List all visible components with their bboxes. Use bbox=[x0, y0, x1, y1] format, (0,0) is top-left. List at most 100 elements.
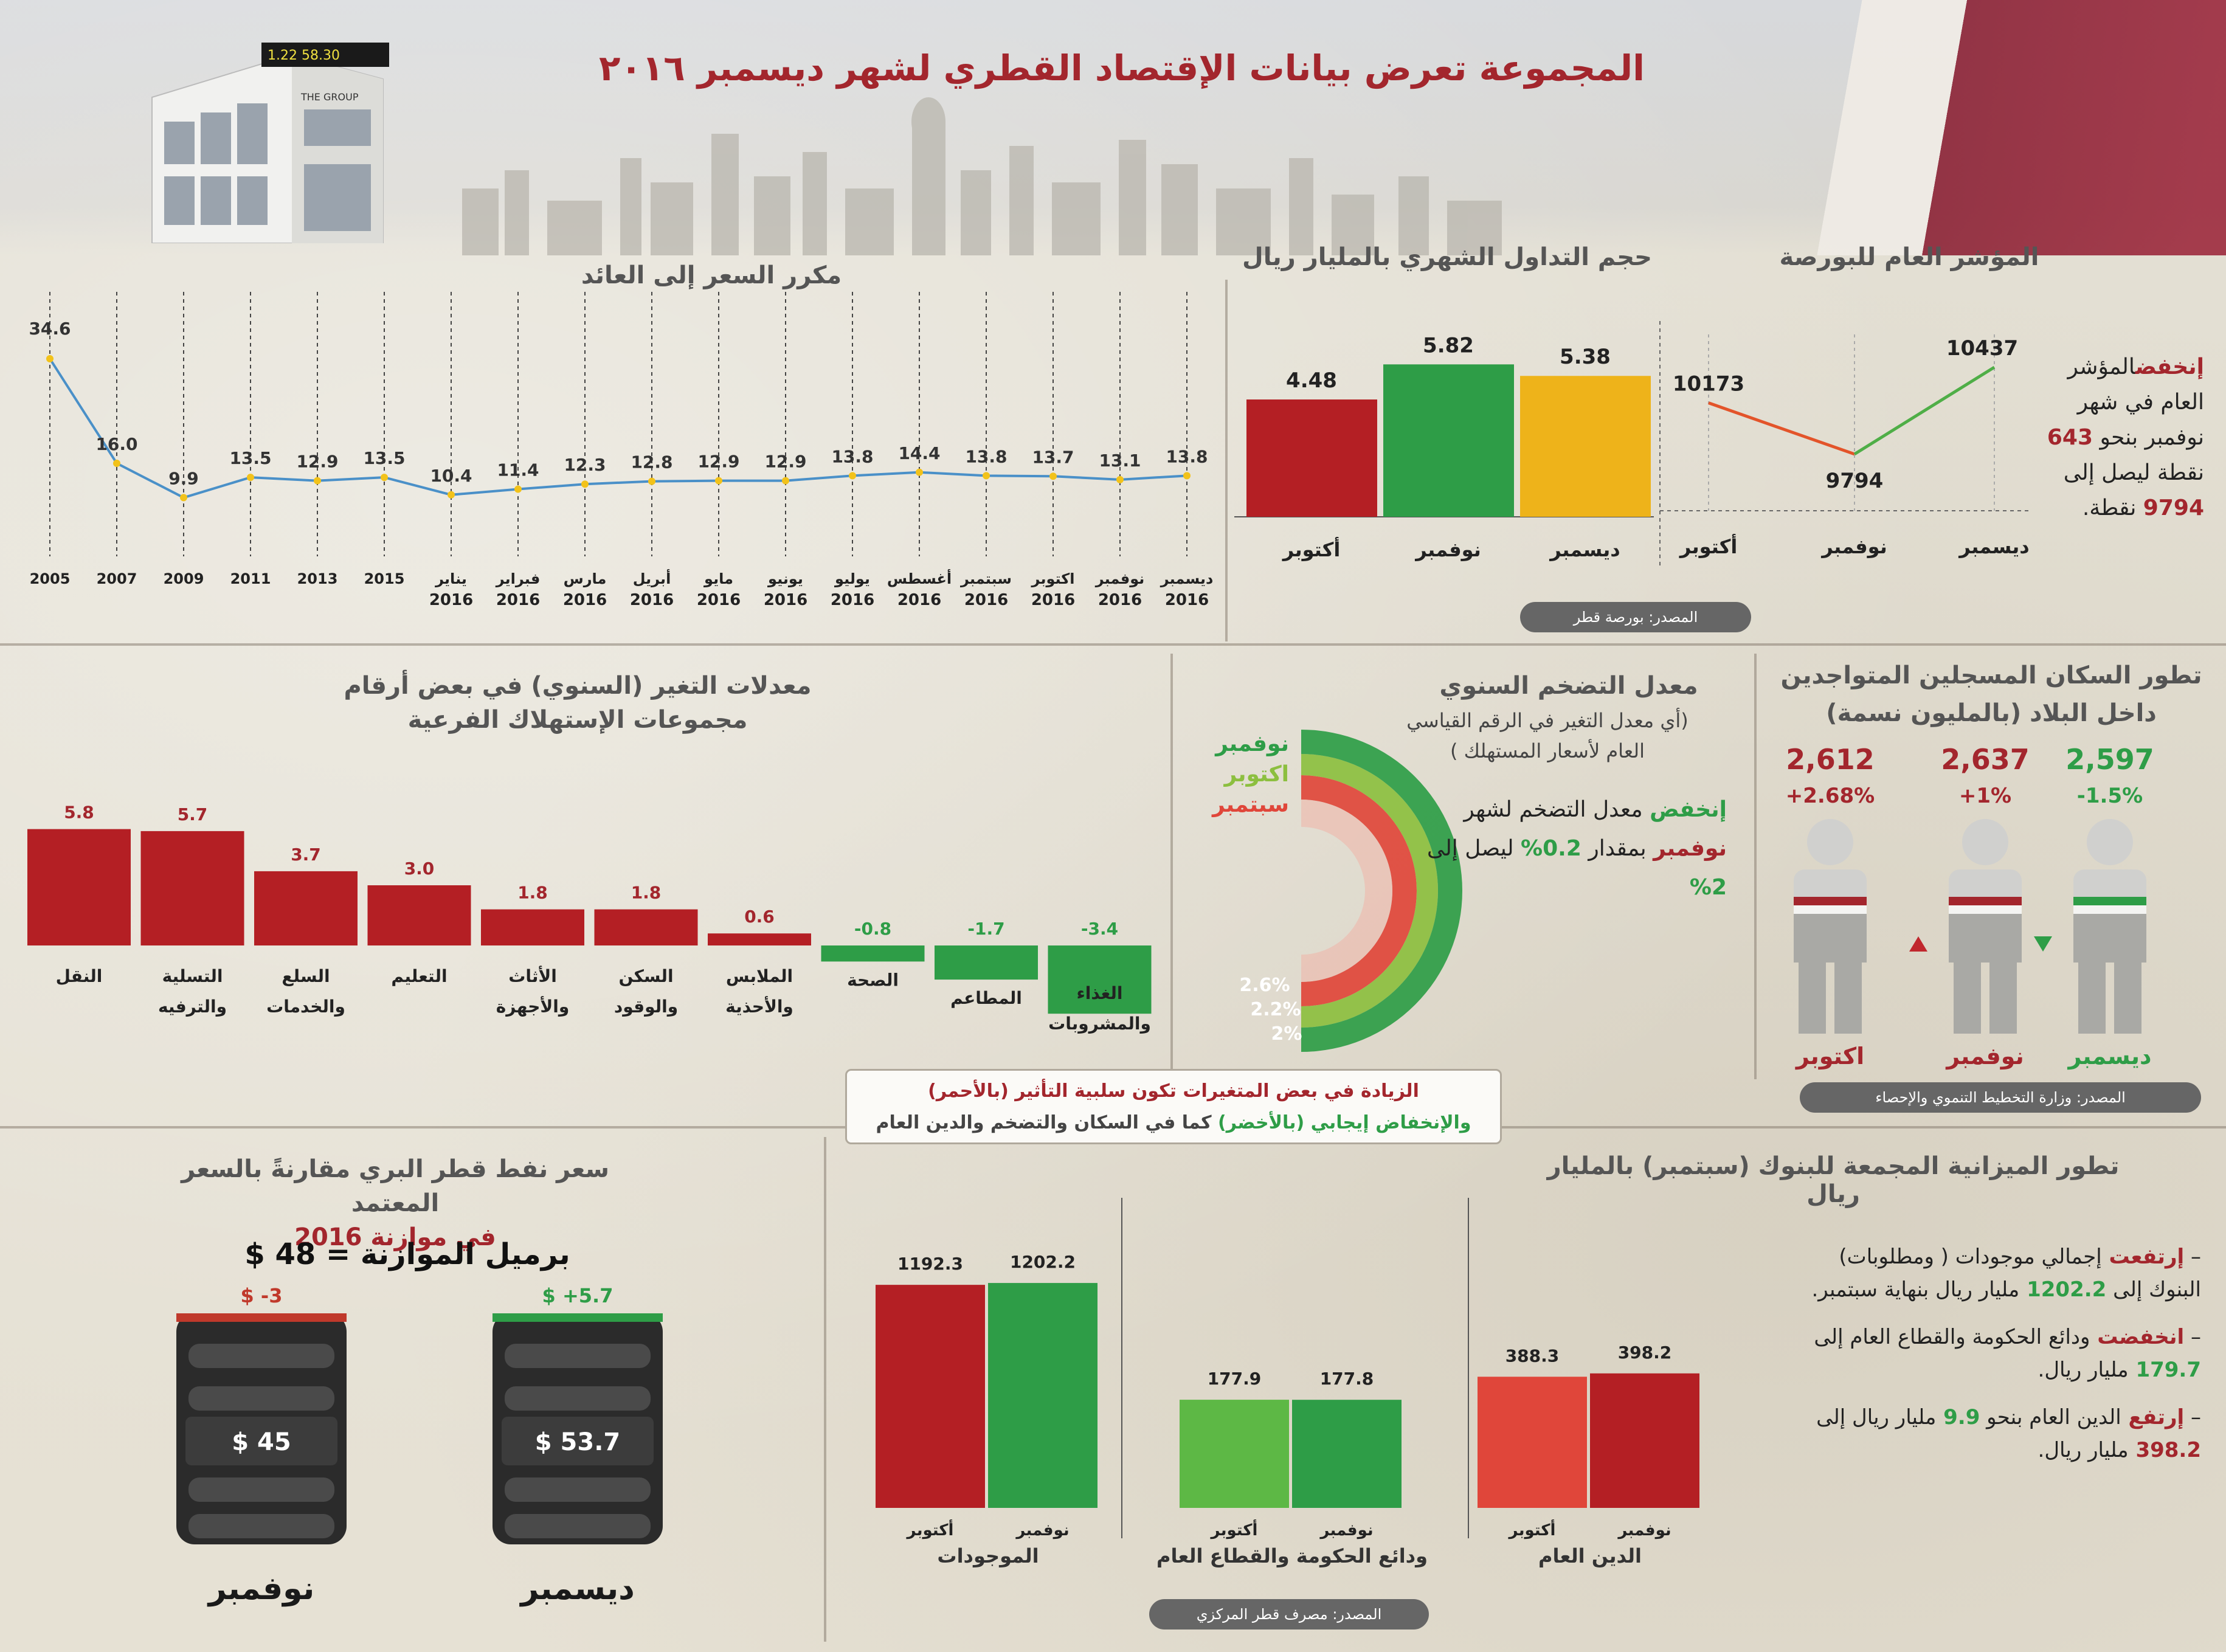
pe-x-label: 2015 bbox=[364, 570, 405, 587]
consumption-category-label: والترفيه bbox=[158, 997, 227, 1017]
inflation-rings-chart: نوفمبر اكتوبر سبتمبر 2.6% 2.2% 2% bbox=[1211, 730, 1462, 1052]
pe-x-year: 2016 bbox=[697, 591, 741, 609]
person-icon bbox=[2073, 819, 2146, 1034]
pe-point bbox=[782, 477, 789, 485]
consumption-value-label: 5.7 bbox=[178, 804, 208, 824]
banks-description: – إرتفعت إجمالي موجودات ( ومطلوبات) البن… bbox=[1788, 1240, 2201, 1481]
pe-value-label: 34.6 bbox=[29, 319, 71, 339]
population-value: 2,597 bbox=[2065, 743, 2154, 776]
consumption-bar bbox=[481, 909, 584, 945]
pe-x-label: مايو bbox=[703, 570, 733, 587]
consumption-value-label: 3.7 bbox=[291, 845, 321, 865]
inflation-description: إنخفض معدل التضخم لشهر نوفمبر بمقدار 0.2… bbox=[1426, 797, 1727, 900]
index-line-down bbox=[1708, 401, 1855, 456]
qatar-flag-image bbox=[1763, 0, 2226, 255]
banks-category-label: أكتوبر bbox=[906, 1519, 954, 1540]
consumption-bar bbox=[254, 871, 358, 945]
pe-point bbox=[715, 477, 722, 485]
consumption-category-label: والأجهزة bbox=[496, 996, 569, 1017]
trading-bar bbox=[1383, 364, 1514, 517]
pe-value-label: 13.7 bbox=[1032, 447, 1074, 467]
trading-volume-title: حجم التداول الشهري بالمليار ريال bbox=[1242, 243, 1652, 271]
population-chart: 2,597 -1.5% ديسمبر 2,637 +1% نوفمبر 2,612 +2.68… bbox=[1786, 743, 2154, 1070]
population-source: المصدر: وزارة التخطيط التنموي والإحصاء bbox=[1800, 1082, 2201, 1113]
person-icon bbox=[1794, 819, 1867, 1034]
pe-value-label: 10.4 bbox=[430, 466, 472, 486]
consumption-value-label: -0.8 bbox=[854, 919, 891, 939]
banks-group-label: الدين العام bbox=[1538, 1544, 1642, 1567]
pe-point bbox=[381, 474, 388, 482]
banks-bar bbox=[1180, 1400, 1289, 1508]
trading-category-label: أكتوبر bbox=[1282, 537, 1341, 561]
banks-value-label: 177.9 bbox=[1208, 1369, 1262, 1389]
divider bbox=[0, 643, 2226, 646]
banks-title: تطور الميزانية المجمعة للبنوك (سبتمبر) ب… bbox=[1547, 1152, 2120, 1208]
divider bbox=[1754, 654, 1757, 1079]
trading-category-label: نوفمبر bbox=[1414, 538, 1481, 561]
consumption-category-label: الأثاث bbox=[508, 966, 557, 986]
pe-x-year: 2016 bbox=[764, 591, 807, 609]
oil-barrels: $ 53.7 $ +5.7 ديسمبر $ 45 $ -3 نوفمبر bbox=[176, 1284, 663, 1607]
index-value-label: 10437 bbox=[1946, 336, 2018, 361]
pe-value-label: 13.5 bbox=[229, 448, 271, 468]
pe-x-label: أغسطس bbox=[887, 569, 952, 587]
banks-group-label: ودائع الحكومة والقطاع العام bbox=[1156, 1544, 1428, 1567]
consumption-category-label: الغذاء bbox=[1076, 983, 1122, 1003]
banks-group-label: الموجودات bbox=[937, 1544, 1039, 1567]
banks-bar bbox=[988, 1283, 1097, 1508]
pe-x-label: ديسمبر bbox=[1160, 570, 1214, 587]
banks-value-label: 388.3 bbox=[1505, 1346, 1560, 1366]
banks-value-label: 1192.3 bbox=[897, 1254, 963, 1274]
population-change: +2.68% bbox=[1786, 784, 1875, 808]
pe-x-label: فبراير bbox=[496, 570, 541, 587]
index-chart: 10173 أكتوبر 9794 نوفمبر 10437 ديسمبر bbox=[1659, 321, 2031, 565]
consumption-category-label: والخدمات bbox=[266, 997, 345, 1017]
oil-diff: $ -3 bbox=[241, 1284, 283, 1307]
consumption-bar bbox=[594, 909, 698, 945]
oil-price: $ 45 bbox=[232, 1428, 291, 1456]
oil-title: سعر نفط قطر البري مقارنةً بالسعر المعتمد… bbox=[181, 1155, 609, 1251]
pe-point bbox=[314, 477, 321, 485]
banks-value-label: 1202.2 bbox=[1010, 1252, 1076, 1272]
pe-point bbox=[247, 474, 254, 482]
pe-ratio-title: مكرر السعر إلى العائد bbox=[581, 261, 842, 289]
pe-x-year: 2016 bbox=[563, 591, 607, 609]
trading-bar bbox=[1520, 376, 1651, 517]
pe-x-year: 2016 bbox=[1165, 591, 1209, 609]
pe-x-label: 2011 bbox=[230, 570, 271, 587]
inflation-value-label: 2.2% bbox=[1250, 999, 1301, 1020]
index-category-label: ديسمبر bbox=[1958, 535, 2029, 558]
pe-x-label: 2013 bbox=[297, 570, 338, 587]
population-month: ديسمبر bbox=[2067, 1043, 2151, 1070]
consumption-value-label: 1.8 bbox=[517, 883, 548, 903]
inflation-title: معدل التضخم السنوي bbox=[1439, 672, 1698, 700]
pe-value-label: 12.8 bbox=[631, 452, 672, 472]
trading-bar bbox=[1246, 399, 1377, 517]
pe-value-label: 13.8 bbox=[1166, 446, 1208, 466]
consumption-value-label: 3.0 bbox=[404, 859, 435, 879]
banks-category-label: نوفمبر bbox=[1617, 1521, 1671, 1540]
pe-point bbox=[983, 472, 990, 480]
consumption-bar bbox=[1048, 945, 1152, 1014]
pe-x-label: 2005 bbox=[30, 570, 71, 587]
trading-category-label: ديسمبر bbox=[1549, 538, 1620, 561]
pe-value-label: 12.3 bbox=[564, 455, 606, 475]
consumption-bar bbox=[821, 945, 925, 962]
pe-x-label: مارس bbox=[564, 570, 607, 587]
building-sign: THE GROUP bbox=[300, 91, 359, 103]
pe-value-label: 12.9 bbox=[697, 452, 739, 472]
down-arrow-icon bbox=[2034, 936, 2052, 952]
pe-value-label: 12.9 bbox=[764, 452, 806, 472]
inflation-ring bbox=[1301, 754, 1438, 1028]
pe-value-label: 13.8 bbox=[965, 446, 1007, 466]
pe-x-label: يناير bbox=[435, 570, 467, 587]
inflation-value-label: 2% bbox=[1271, 1023, 1302, 1045]
banks-bar bbox=[1590, 1373, 1699, 1508]
inflation-value-label: 2.6% bbox=[1239, 975, 1290, 996]
index-category-label: أكتوبر bbox=[1679, 534, 1738, 558]
pe-point bbox=[113, 460, 120, 467]
index-description: إنخفضالمؤشر العام في شهر نوفمبر بنحو 643… bbox=[2047, 354, 2204, 520]
banks-category-label: نوفمبر bbox=[1015, 1521, 1069, 1540]
pe-point bbox=[448, 491, 455, 499]
pe-x-label: أبريل bbox=[633, 569, 671, 587]
